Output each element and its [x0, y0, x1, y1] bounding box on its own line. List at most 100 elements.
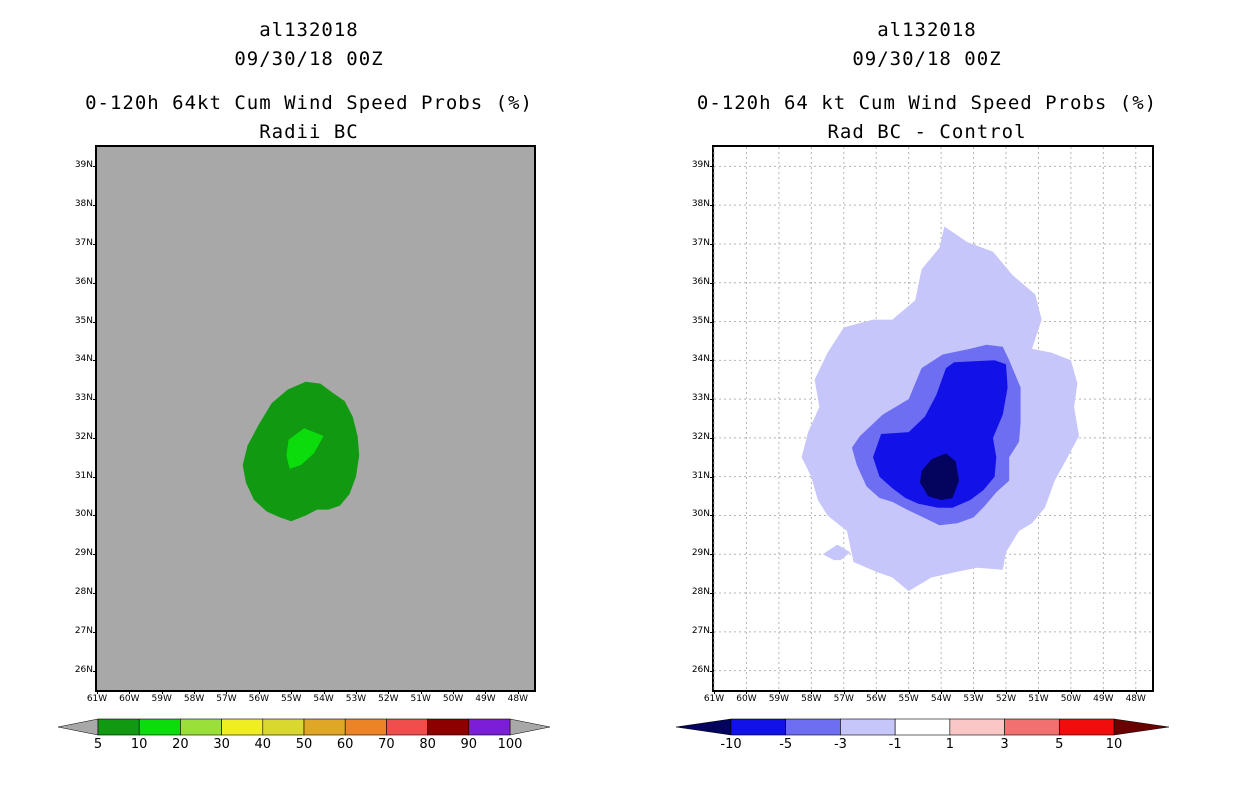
y-tick-label: 28N [74, 587, 93, 598]
y-tick-label: 31N [691, 470, 710, 481]
contour-level-10 [286, 428, 324, 469]
x-tick-label: 56W [248, 694, 270, 704]
y-tick-mark [93, 399, 97, 401]
colorbar-label: 30 [213, 737, 230, 752]
colorbar-label: 80 [419, 737, 436, 752]
x-tick-mark [129, 690, 131, 694]
colorbar-label: -10 [720, 737, 742, 752]
x-tick-label: 52W [378, 694, 399, 704]
x-tick-mark [323, 690, 325, 694]
x-tick-mark [811, 690, 813, 694]
contour-level-neg5 [873, 360, 1008, 508]
y-tick-mark [93, 476, 97, 478]
colorbar-label: 20 [172, 737, 189, 752]
y-tick-label: 37N [74, 237, 93, 248]
right-title-storm-id: al132018 [877, 19, 977, 41]
x-tick-label: 49W [1093, 694, 1114, 704]
colorbar-label: 1 [945, 737, 954, 752]
y-tick-label: 32N [691, 431, 710, 442]
x-tick-label: 49W [475, 694, 496, 704]
y-tick-mark [93, 166, 97, 168]
x-tick-mark [258, 690, 260, 694]
y-tick-mark [710, 360, 714, 362]
right-title-subtitle: Rad BC - Control [827, 121, 1027, 143]
y-tick-label: 39N [691, 160, 710, 171]
colorbar-swatch [785, 718, 841, 736]
colorbar-label: 10 [130, 737, 148, 752]
x-tick-mark [517, 690, 519, 694]
colorbar-swatch [1058, 718, 1115, 736]
y-tick-mark [710, 282, 714, 284]
right-title-product: 0-120h 64 kt Cum Wind Speed Probs (%) [696, 92, 1158, 114]
colorbar-label: 50 [295, 737, 313, 752]
y-tick-mark [93, 593, 97, 595]
x-tick-label: 50W [442, 694, 464, 704]
y-tick-mark [93, 360, 97, 362]
x-tick-mark [1006, 690, 1007, 694]
x-tick-label: 52W [995, 694, 1017, 704]
x-tick-label: 55W [281, 694, 302, 704]
y-tick-label: 33N [74, 393, 93, 404]
x-tick-mark [291, 690, 293, 694]
x-tick-label: 59W [768, 694, 790, 704]
y-tick-mark [710, 554, 714, 556]
x-tick-mark [194, 690, 196, 694]
x-tick-mark [97, 690, 98, 694]
x-tick-label: 57W [833, 694, 854, 704]
y-tick-mark [93, 321, 97, 323]
y-tick-label: 26N [74, 664, 93, 675]
y-tick-label: 38N [691, 199, 710, 210]
x-tick-label: 53W [345, 694, 367, 704]
y-tick-label: 36N [74, 276, 93, 287]
colorbar-swatch [1004, 718, 1060, 736]
contour-level-neg10 [920, 453, 959, 500]
x-tick-label: 53W [963, 694, 984, 704]
left-map-contours [97, 147, 534, 690]
y-tick-label: 31N [74, 470, 93, 481]
y-tick-mark [93, 515, 97, 517]
x-tick-mark [226, 690, 228, 694]
left-title-datetime: 09/30/18 00Z [234, 48, 384, 70]
y-tick-label: 32N [74, 431, 93, 442]
x-tick-label: 57W [216, 694, 237, 704]
y-tick-label: 38N [74, 199, 93, 210]
x-tick-mark [1135, 690, 1137, 694]
y-tick-label: 27N [74, 625, 93, 636]
x-tick-mark [420, 690, 422, 694]
y-tick-label: 37N [691, 237, 710, 248]
y-tick-label: 36N [691, 276, 710, 287]
colorbar-label: 90 [460, 737, 478, 752]
y-tick-mark [710, 243, 714, 245]
y-tick-mark [710, 321, 714, 323]
colorbar-swatch [894, 718, 951, 736]
colorbar-swatch [840, 718, 896, 736]
x-tick-label: 55W [898, 694, 919, 704]
x-tick-label: 58W [801, 694, 822, 704]
y-tick-label: 30N [74, 509, 93, 520]
y-tick-label: 28N [691, 587, 710, 598]
left-title-subtitle: Radii BC [259, 121, 359, 143]
x-tick-mark [746, 690, 748, 694]
x-tick-label: 60W [736, 694, 757, 704]
colorbar-label: -3 [833, 737, 847, 752]
y-tick-mark [93, 670, 97, 672]
x-tick-label: 56W [866, 694, 887, 704]
y-tick-label: 26N [691, 664, 710, 675]
y-tick-label: 30N [691, 509, 710, 520]
x-tick-mark [843, 690, 845, 694]
y-tick-label: 34N [74, 354, 93, 365]
right-map-contours [713, 147, 1152, 690]
y-tick-mark [710, 166, 714, 168]
x-tick-label: 48W [1125, 694, 1146, 704]
x-tick-mark [161, 690, 163, 694]
x-tick-mark [1038, 690, 1040, 694]
colorbar-label: 70 [378, 737, 395, 752]
y-tick-label: 33N [691, 393, 710, 404]
x-tick-mark [485, 690, 487, 694]
x-tick-mark [1070, 690, 1072, 694]
y-tick-mark [93, 205, 97, 207]
y-tick-mark [93, 631, 97, 633]
colorbar-label: 60 [336, 737, 354, 752]
